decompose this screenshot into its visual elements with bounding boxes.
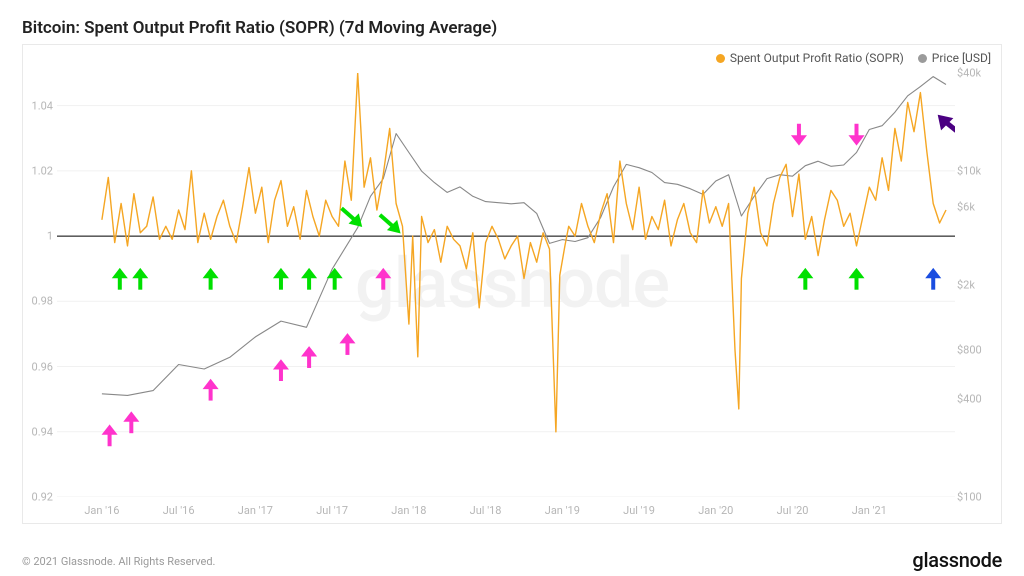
y-left-tick-label: 0.96	[27, 360, 53, 373]
y-right-tick-label: $40k	[957, 67, 997, 80]
chart-title: Bitcoin: Spent Output Profit Ratio (SOPR…	[22, 18, 1010, 38]
y-right-tick-label: $100	[957, 491, 997, 504]
y-left-tick-label: 1	[27, 230, 53, 243]
y-right-tick-label: $800	[957, 343, 997, 356]
legend-dot-price	[918, 54, 927, 63]
x-tick-label: Jul '18	[470, 504, 502, 517]
y-left-tick-label: 0.98	[27, 295, 53, 308]
brand-logo-text: glassnode	[912, 548, 1002, 572]
legend-label-price: Price [USD]	[932, 51, 991, 65]
y-left-tick-label: 1.02	[27, 164, 53, 177]
legend-label-sopr: Spent Output Profit Ratio (SOPR)	[730, 51, 904, 65]
x-tick-label: Jan '16	[84, 504, 119, 517]
x-tick-label: Jan '17	[238, 504, 273, 517]
y-right-tick-label: $6k	[957, 201, 997, 214]
x-tick-label: Jul '20	[777, 504, 809, 517]
y-right-tick-label: $2k	[957, 279, 997, 292]
chart-svg	[57, 73, 955, 497]
plot-container: Spent Output Profit Ratio (SOPR) Price […	[22, 44, 1002, 524]
x-tick-label: Jul '17	[316, 504, 348, 517]
plot-inner	[57, 73, 955, 497]
x-tick-label: Jan '21	[852, 504, 887, 517]
x-tick-label: Jan '19	[545, 504, 580, 517]
legend-item-price: Price [USD]	[918, 51, 991, 65]
x-tick-label: Jan '20	[698, 504, 733, 517]
y-right-tick-label: $10k	[957, 165, 997, 178]
y-left-tick-label: 1.04	[27, 99, 53, 112]
legend-item-sopr: Spent Output Profit Ratio (SOPR)	[716, 51, 904, 65]
y-left-tick-label: 0.94	[27, 425, 53, 438]
x-tick-label: Jul '19	[623, 504, 655, 517]
copyright-footer: © 2021 Glassnode. All Rights Reserved.	[22, 555, 215, 568]
y-left-tick-label: 0.92	[27, 491, 53, 504]
legend-dot-sopr	[716, 54, 725, 63]
x-tick-label: Jul '16	[163, 504, 195, 517]
legend: Spent Output Profit Ratio (SOPR) Price […	[716, 51, 991, 65]
x-tick-label: Jan '18	[391, 504, 426, 517]
y-right-tick-label: $400	[957, 392, 997, 405]
